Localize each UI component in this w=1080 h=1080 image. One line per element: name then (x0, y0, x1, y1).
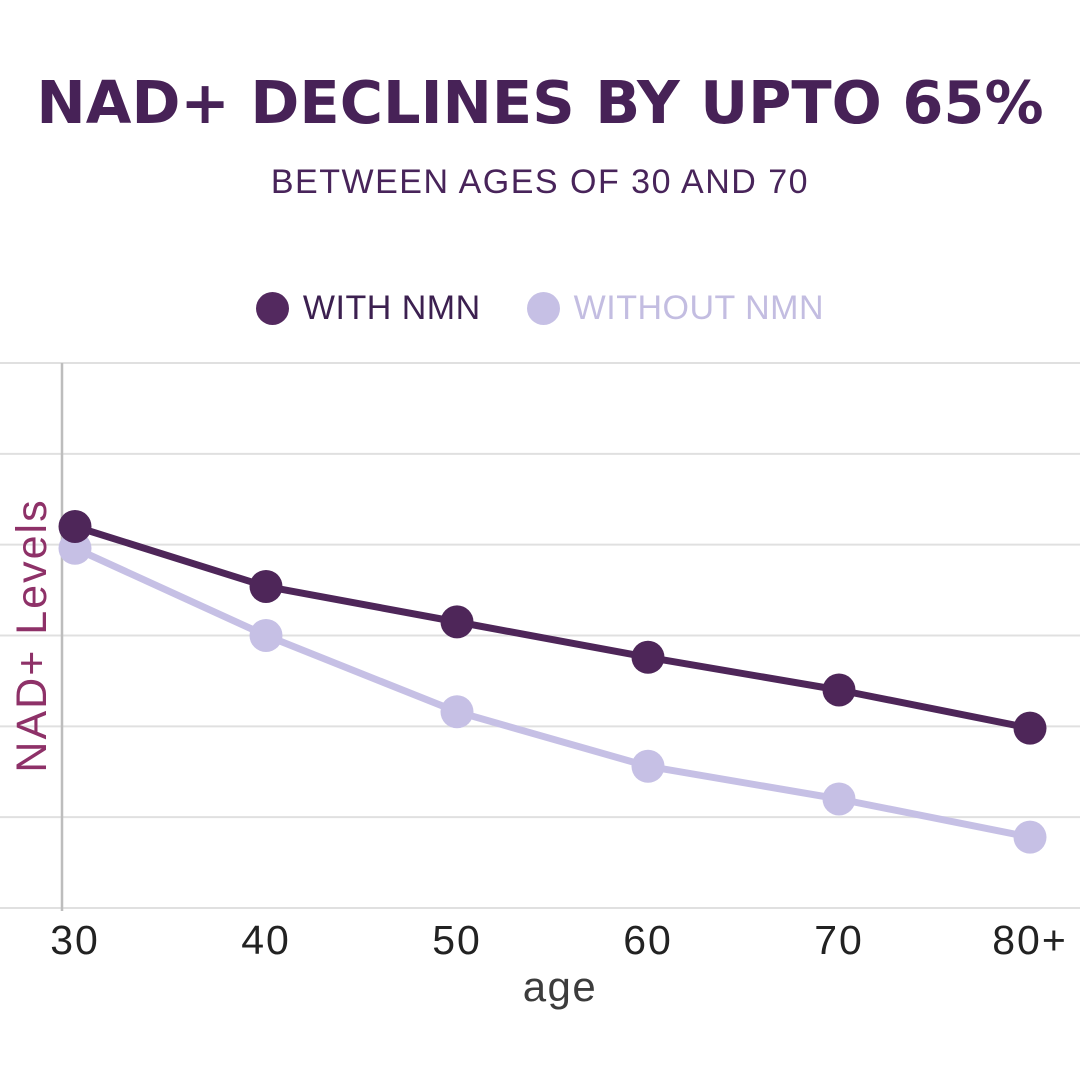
x-tick-30: 30 (50, 917, 100, 963)
without-nmn-point-80+ (1013, 820, 1047, 854)
legend: WITH NMN WITHOUT NMN (0, 289, 1080, 328)
without-nmn-point-50 (440, 695, 474, 729)
without-nmn-dot-icon (526, 292, 560, 325)
legend-item-with-nmn: WITH NMN (255, 289, 481, 328)
x-tick-40: 40 (241, 917, 291, 963)
x-axis-label: age (523, 963, 598, 1010)
with-nmn-line (71, 523, 1034, 732)
without-nmn-point-70 (822, 782, 856, 816)
without-nmn-point-40 (249, 619, 283, 652)
with-nmn-point-60 (631, 640, 665, 674)
with-nmn-point-70 (822, 673, 856, 707)
with-nmn-point-50 (440, 605, 474, 639)
with-nmn-point-40 (249, 569, 283, 603)
without-nmn-point-60 (631, 749, 665, 783)
x-tick-80+: 80+ (992, 917, 1068, 963)
with-nmn-dot-icon (255, 292, 289, 325)
x-tick-60: 60 (623, 917, 673, 963)
page-subtitle: BETWEEN AGES OF 30 AND 70 (270, 163, 810, 201)
with-nmn-point-30 (58, 510, 92, 543)
with-nmn-point-80+ (1013, 711, 1047, 745)
x-tick-70: 70 (814, 917, 864, 963)
legend-label-without-nmn: WITHOUT NMN (573, 289, 825, 327)
y-axis-label: NAD+ Levels (8, 498, 56, 772)
without-nmn-line (71, 544, 1034, 841)
x-tick-50: 50 (432, 917, 482, 963)
legend-item-without-nmn: WITHOUT NMN (526, 289, 825, 328)
page-title: NAD+ DECLINES BY UPTO 65% (36, 68, 1044, 137)
legend-label-with-nmn: WITH NMN (302, 289, 481, 327)
